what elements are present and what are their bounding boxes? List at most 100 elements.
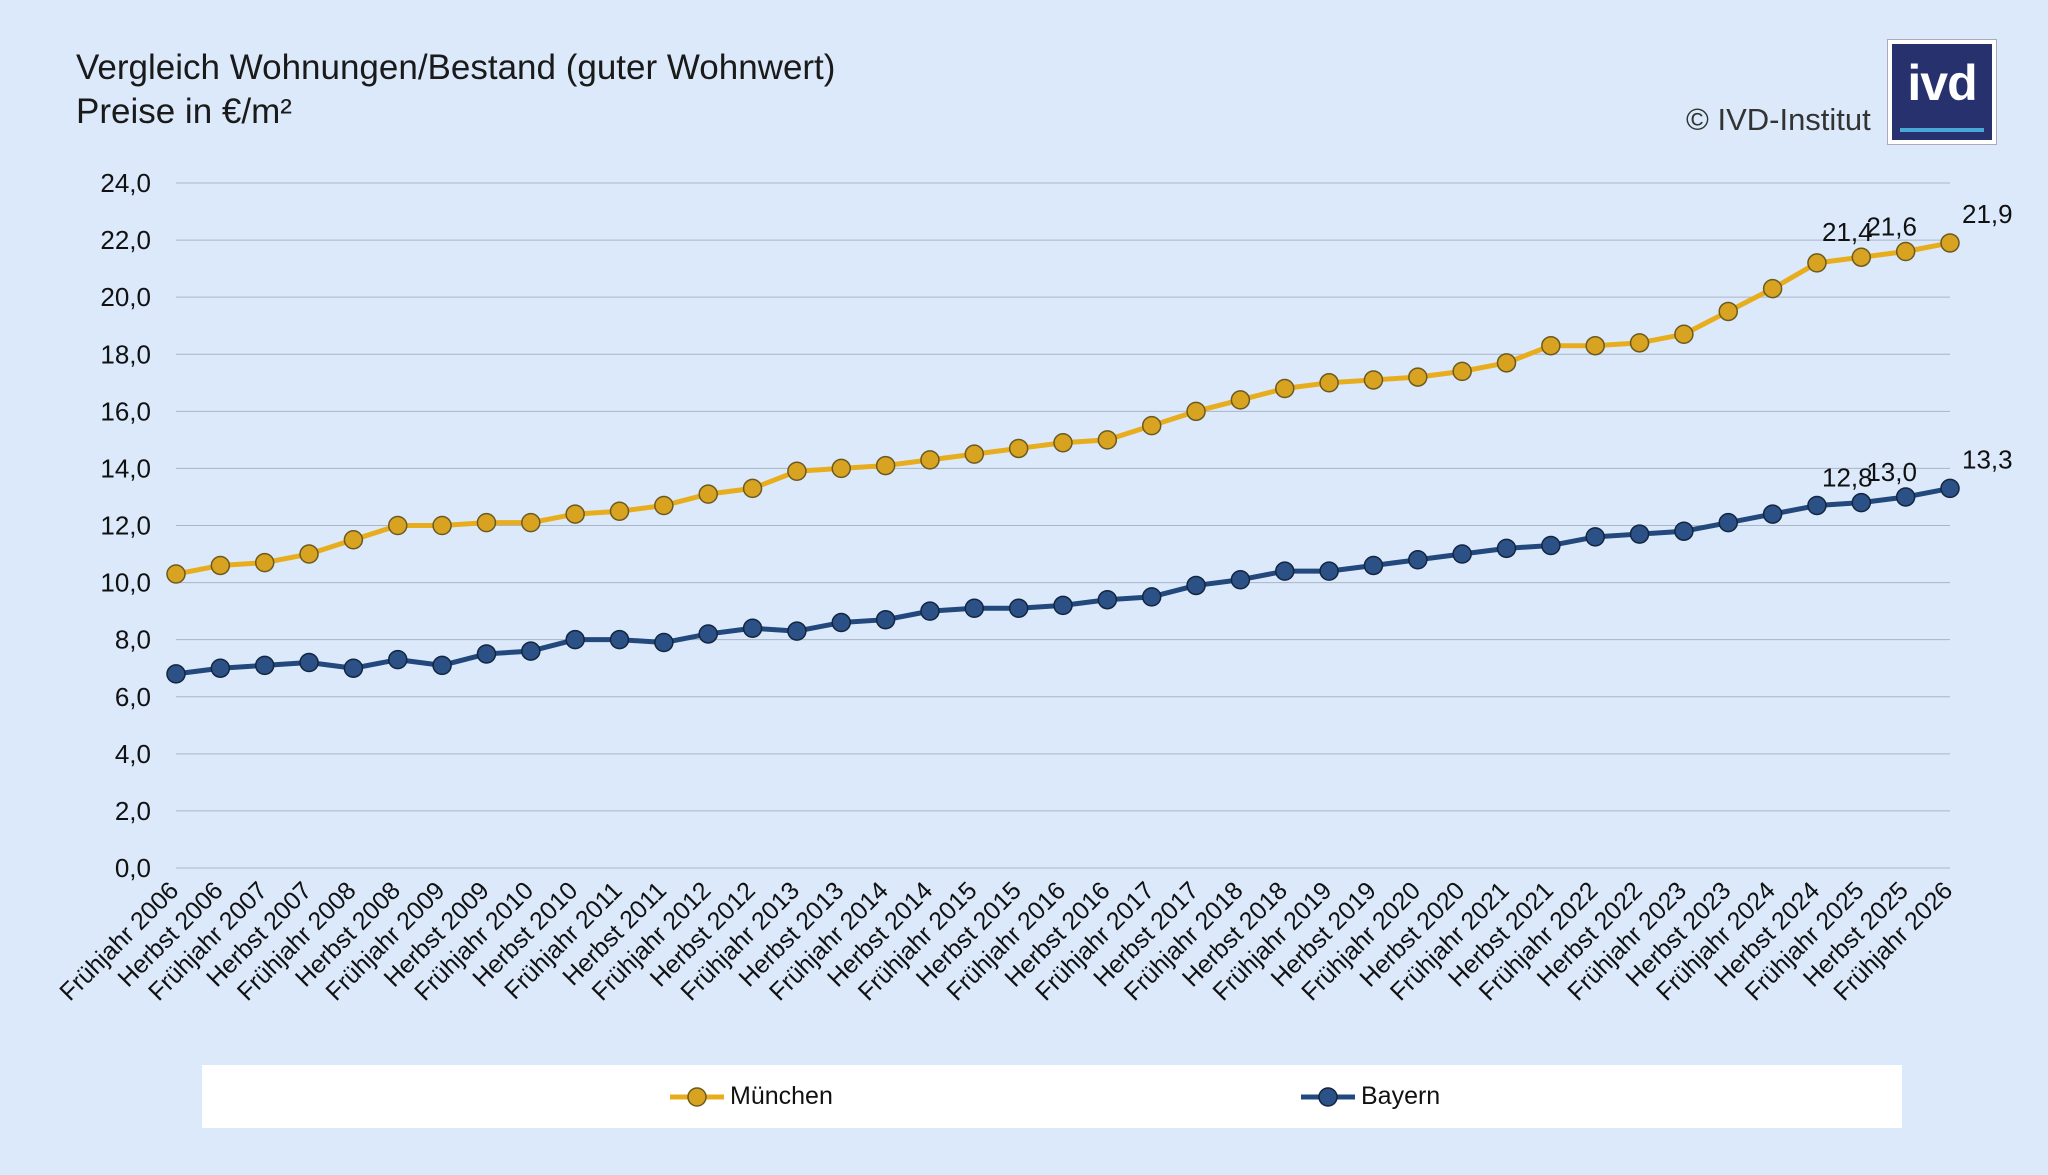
data-point [609, 629, 630, 650]
data-point [1496, 353, 1517, 373]
y-tick-label: 8,0 [115, 625, 151, 655]
data-point [1408, 550, 1428, 570]
data-point [1940, 233, 1960, 253]
data-point [388, 515, 408, 536]
data-point [1230, 390, 1251, 410]
data-point [1097, 589, 1118, 610]
data-point [1053, 595, 1073, 616]
data-point [1895, 241, 1916, 262]
data-point [831, 458, 851, 479]
data-point [742, 618, 763, 638]
data-point [875, 455, 896, 476]
y-tick-label: 24,0 [100, 168, 151, 198]
data-point [565, 629, 585, 650]
data-point [521, 641, 541, 661]
data-point [787, 461, 807, 482]
y-tick-label: 18,0 [100, 339, 151, 369]
data-point [1940, 478, 1960, 499]
data-point [343, 530, 364, 550]
data-point [698, 624, 718, 644]
data-point [1363, 370, 1384, 390]
data-point [254, 655, 275, 676]
data-point [1674, 324, 1694, 345]
data-point [698, 484, 718, 504]
data-point [1585, 527, 1605, 547]
chart-title: Vergleich Wohnungen/Bestand (guter Wohnw… [76, 46, 835, 134]
data-point [210, 658, 231, 678]
data-point [654, 495, 674, 516]
data-point [388, 649, 408, 670]
data-point [742, 478, 763, 499]
data-label: 13,3 [1962, 444, 2013, 474]
data-point [1541, 335, 1561, 356]
data-point [1319, 561, 1339, 581]
chart-title-line1: Vergleich Wohnungen/Bestand (guter Wohnw… [76, 48, 836, 87]
data-point [1629, 333, 1650, 353]
data-point [1585, 335, 1605, 356]
data-point [1141, 587, 1162, 607]
data-label: 21,4 [1822, 217, 1873, 247]
chart-title-line2: Preise in €/m² [76, 92, 292, 131]
data-point [299, 652, 319, 673]
data-point [1230, 569, 1251, 590]
legend-item-bayern: Bayern [1299, 1065, 1440, 1128]
data-point [1275, 561, 1295, 581]
y-tick-label: 22,0 [100, 225, 151, 255]
data-point [920, 601, 940, 621]
y-tick-label: 4,0 [115, 739, 151, 769]
data-point [521, 512, 541, 533]
data-point [609, 501, 630, 521]
legend-item-muenchen: München [668, 1065, 833, 1128]
data-point [1807, 495, 1827, 516]
data-point [654, 632, 674, 653]
data-point [1008, 598, 1029, 619]
data-point [1319, 373, 1339, 393]
data-point [875, 609, 896, 630]
logo-accent-bar [1900, 128, 1984, 132]
data-point [254, 552, 275, 573]
data-point [1807, 253, 1827, 273]
legend-label-bayern: Bayern [1361, 1082, 1441, 1110]
data-point [964, 444, 985, 464]
data-point [1851, 492, 1872, 513]
data-point [1496, 538, 1517, 559]
data-point [1275, 378, 1295, 399]
data-point [166, 664, 186, 684]
data-point [432, 515, 452, 536]
data-point [787, 621, 807, 641]
data-point [432, 655, 452, 676]
y-tick-label: 2,0 [115, 796, 151, 826]
data-point [1452, 544, 1472, 564]
y-tick-label: 16,0 [100, 396, 151, 426]
y-tick-label: 6,0 [115, 682, 151, 712]
data-point [1895, 487, 1916, 507]
logo-text: ivd [1907, 55, 1977, 111]
copyright-text: © IVD-Institut [1686, 102, 1871, 137]
data-point [1718, 301, 1738, 322]
legend-marker-muenchen [670, 1086, 724, 1107]
data-point [166, 564, 186, 584]
data-point [1097, 430, 1118, 450]
data-point [920, 450, 940, 470]
data-label: 12,8 [1822, 463, 1873, 493]
data-point [1718, 512, 1738, 533]
y-tick-label: 20,0 [100, 282, 151, 312]
data-point [1186, 575, 1206, 596]
data-point [1186, 401, 1206, 422]
data-label: 21,6 [1866, 212, 1917, 242]
data-point [1363, 555, 1384, 576]
y-tick-label: 10,0 [100, 568, 151, 598]
data-point [1452, 361, 1472, 382]
data-label: 21,9 [1962, 199, 2013, 229]
data-point [1851, 247, 1872, 267]
data-point [1008, 438, 1029, 459]
data-point [1762, 278, 1783, 299]
data-point [831, 612, 851, 633]
y-tick-label: 0,0 [115, 853, 151, 883]
data-point [1408, 367, 1428, 387]
data-point [1629, 524, 1650, 544]
legend: München Bayern [202, 1065, 1902, 1128]
data-point [1762, 504, 1783, 524]
data-point [476, 644, 497, 664]
